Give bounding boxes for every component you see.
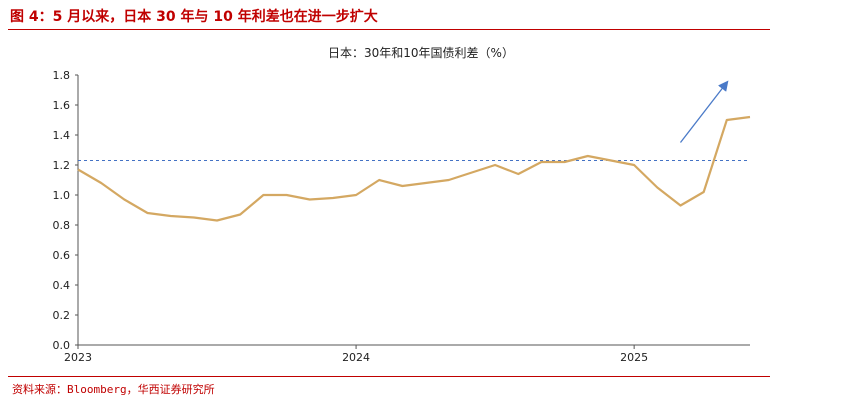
- y-tick-label: 1.6: [53, 99, 71, 112]
- chart-title: 日本：30年和10年国债利差（%）: [328, 46, 514, 60]
- y-tick-label: 1.0: [53, 189, 71, 202]
- y-tick-label: 0.8: [53, 219, 71, 232]
- y-tick-label: 0.6: [53, 249, 71, 262]
- y-tick-label: 0.4: [53, 279, 71, 292]
- bottom-rule: [8, 376, 770, 377]
- series-line: [77, 115, 751, 222]
- y-tick-label: 0.0: [53, 339, 71, 352]
- top-rule: [8, 29, 770, 30]
- y-tick-label: 1.8: [53, 69, 71, 82]
- y-tick-label: 0.2: [53, 309, 71, 322]
- x-tick-label: 2024: [342, 351, 370, 364]
- y-tick-label: 1.4: [53, 129, 71, 142]
- trend-arrow: [679, 80, 729, 143]
- x-tick-label: 2023: [64, 351, 92, 364]
- figure-title: 图 4：5 月以来，日本 30 年与 10 年利差也在进一步扩大: [10, 9, 378, 25]
- x-tick-label: 2025: [620, 351, 648, 364]
- source-note: 资料来源：Bloomberg，华西证券研究所: [12, 383, 215, 396]
- y-tick-label: 1.2: [53, 159, 71, 172]
